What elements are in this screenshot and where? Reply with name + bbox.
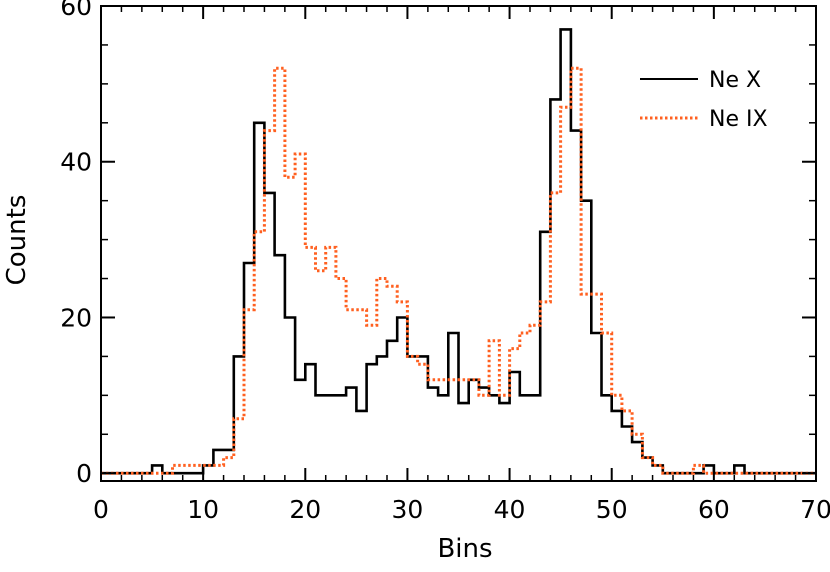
x-tick-label: 10 xyxy=(187,495,219,524)
series-line-ne-x xyxy=(101,28,816,475)
x-tick-label: 20 xyxy=(289,495,321,524)
x-tick-label: 50 xyxy=(596,495,628,524)
legend-label-ne-ix: Ne IX xyxy=(709,107,768,132)
x-tick-label: 70 xyxy=(800,495,830,524)
legend: Ne X Ne IX xyxy=(640,68,768,132)
legend-label-ne-x: Ne X xyxy=(709,68,761,93)
x-tick-label: 30 xyxy=(392,495,424,524)
x-tick-label: 40 xyxy=(494,495,526,524)
x-tick-label: 0 xyxy=(93,495,109,524)
y-tick-label: 0 xyxy=(76,459,92,488)
y-tick-label: 60 xyxy=(60,0,92,21)
y-tick-label: 40 xyxy=(60,148,92,177)
x-tick-label: 60 xyxy=(698,495,730,524)
y-axis-label: Counts xyxy=(2,195,32,286)
series-line-ne-ix xyxy=(101,66,816,475)
x-axis-label: Bins xyxy=(437,534,492,564)
series-layer xyxy=(101,28,816,475)
plot-frame xyxy=(100,5,817,482)
axis-ticks: 0 10 20 30 40 50 60 70 0 20 40 60 xyxy=(60,0,830,524)
y-tick-label: 20 xyxy=(60,303,92,332)
